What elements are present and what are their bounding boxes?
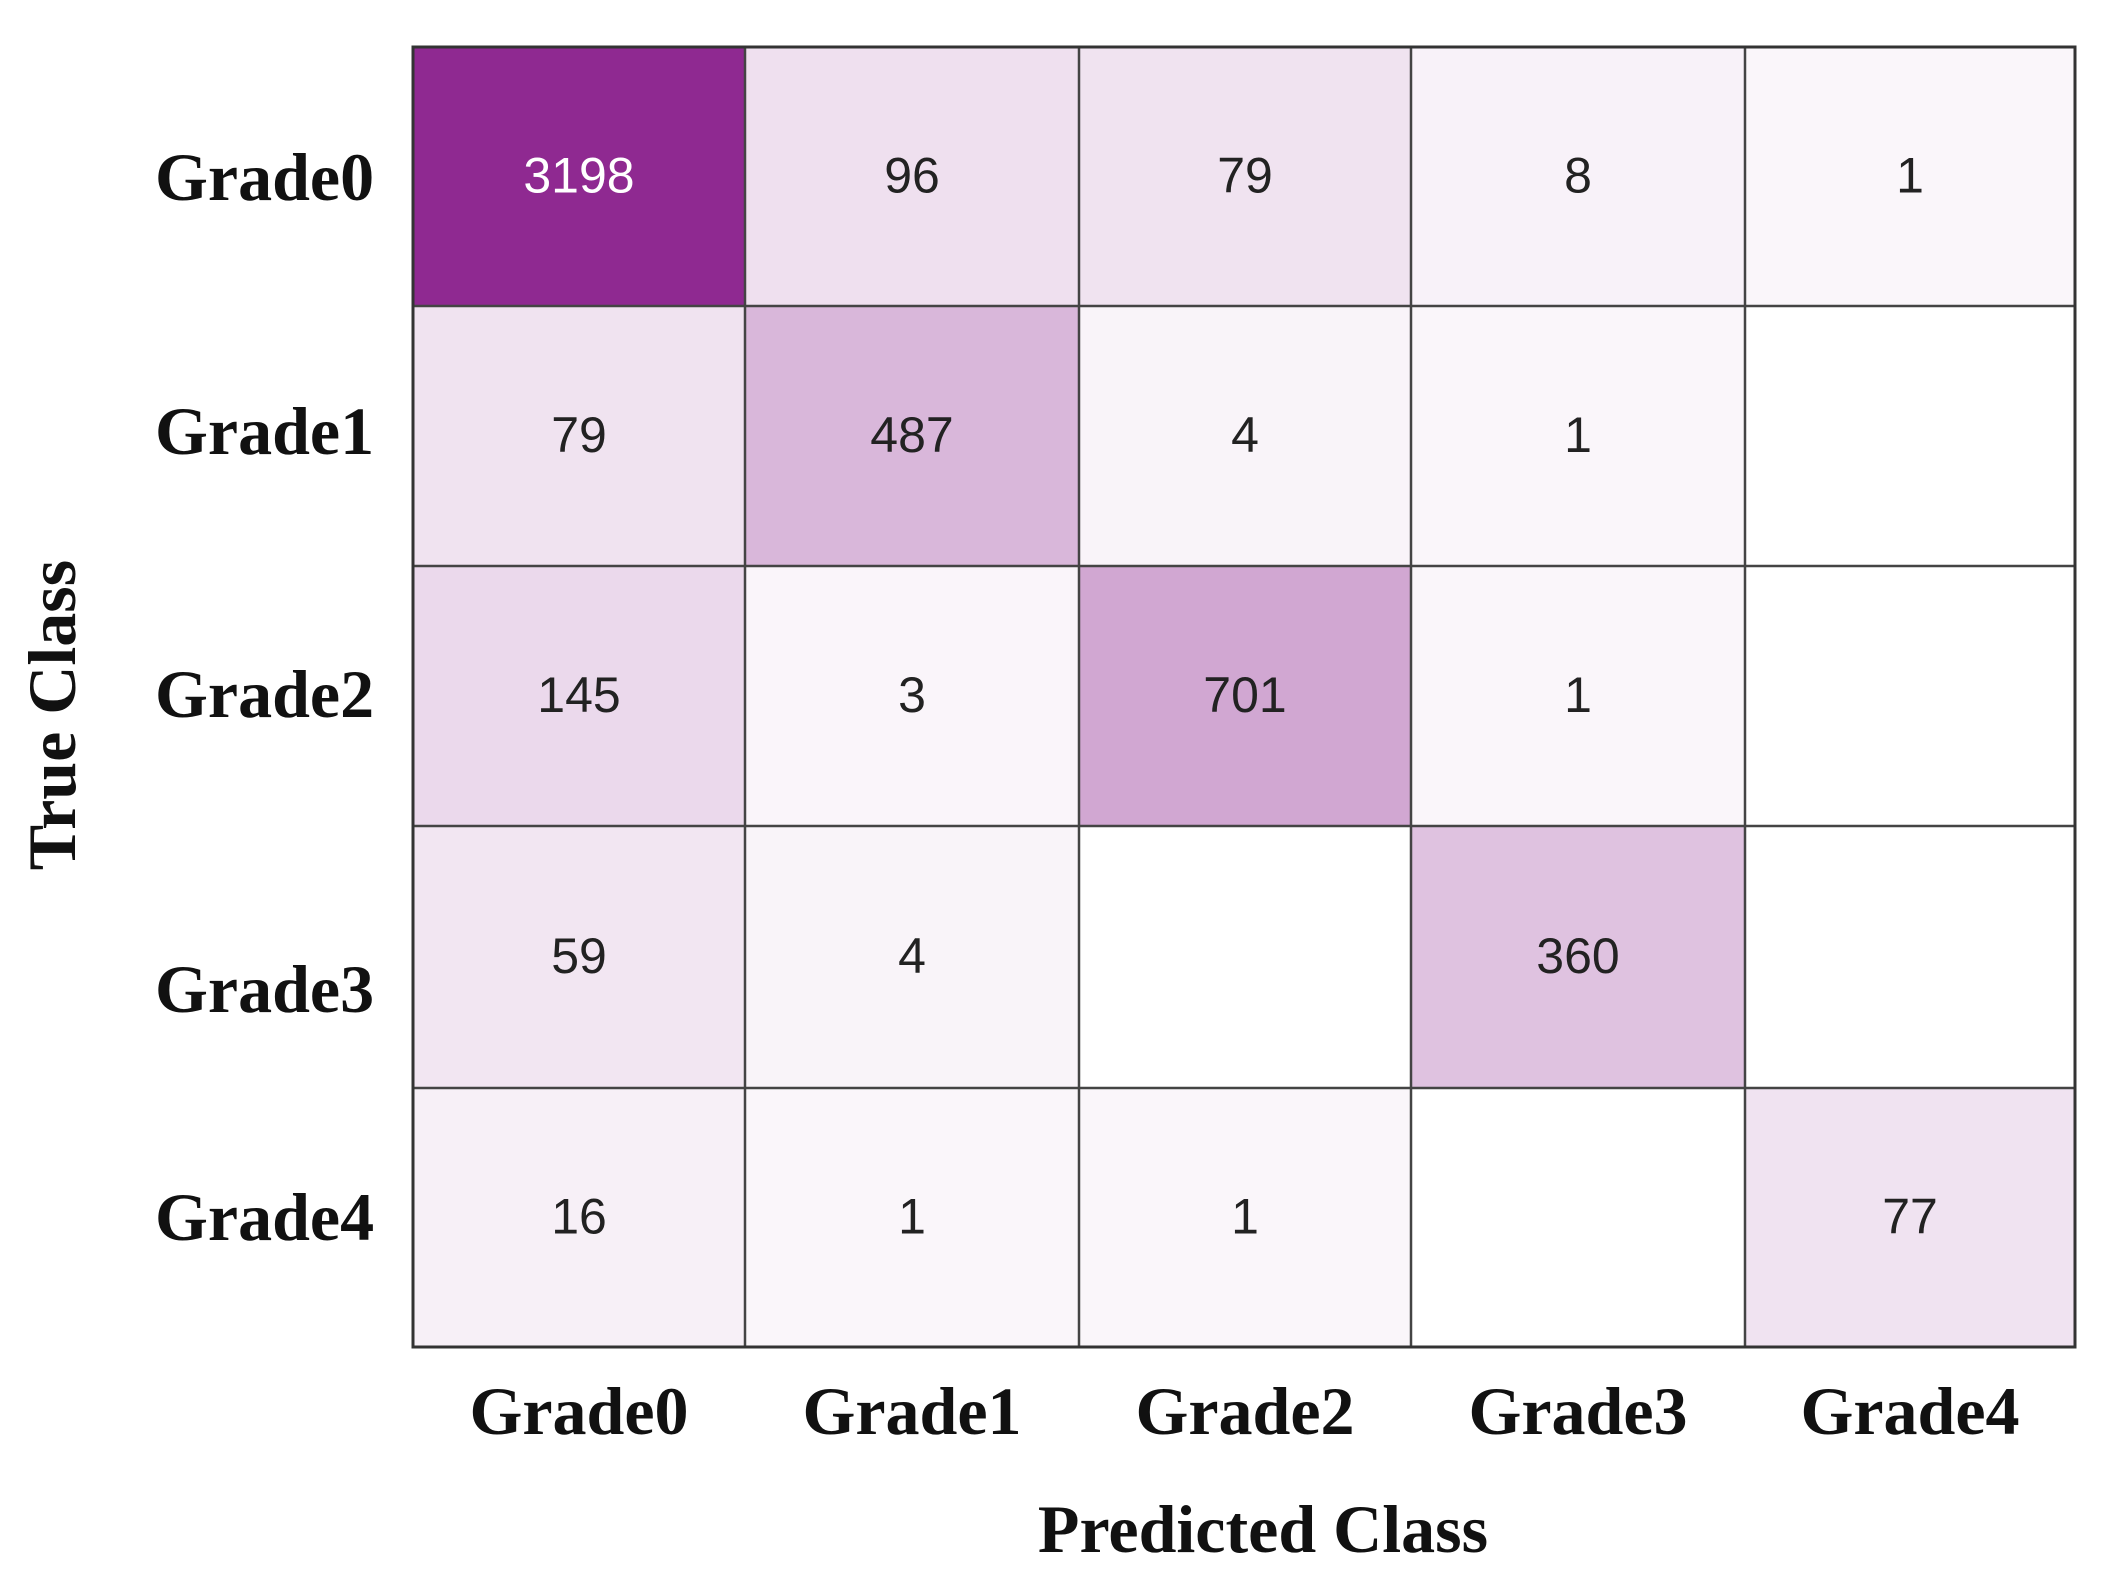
y-tick-label: Grade4: [155, 1179, 374, 1255]
y-axis-title: True Class: [14, 560, 90, 870]
matrix-cell: [745, 826, 1079, 1088]
matrix-cell: [413, 1088, 745, 1347]
cell-value-label: 96: [884, 148, 940, 204]
matrix-cell: [745, 47, 1079, 306]
matrix-cell: [745, 1088, 1079, 1347]
cell-values: 3198 96 79 8 1 79 487 4 1 145 3 701 1 59 4 360 16 1 1 77: [523, 148, 1937, 1245]
x-axis-title: Predicted Class: [1038, 1491, 1488, 1567]
matrix-cell: [1745, 306, 2075, 566]
matrix-grid: [411, 45, 2077, 1349]
matrix-cell: [1745, 826, 2075, 1088]
x-tick-label: Grade1: [802, 1373, 1021, 1449]
matrix-cell: [745, 306, 1079, 566]
cell-value-label: 1: [1231, 1189, 1259, 1245]
cell-value-label: 487: [870, 407, 953, 463]
matrix-cell: [1079, 1088, 1411, 1347]
matrix-cell: [745, 566, 1079, 826]
matrix-cell: [1411, 826, 1745, 1088]
y-tick-label: Grade3: [155, 951, 374, 1027]
matrix-cells: [413, 47, 2075, 1347]
cell-value-label: 4: [1231, 407, 1259, 463]
y-tick-labels: Grade0 Grade1 Grade2 Grade3 Grade4: [155, 139, 374, 1255]
matrix-cell: [413, 566, 745, 826]
matrix-cell: [1411, 306, 1745, 566]
y-tick-label: Grade2: [155, 656, 374, 732]
matrix-cell: [1079, 566, 1411, 826]
cell-value-label: 1: [1564, 667, 1592, 723]
x-tick-labels: Grade0 Grade1 Grade2 Grade3 Grade4: [469, 1373, 2019, 1449]
cell-value-label: 701: [1203, 667, 1286, 723]
matrix-cell: [1411, 47, 1745, 306]
matrix-cell: [1745, 47, 2075, 306]
cell-value-label: 1: [1564, 407, 1592, 463]
cell-value-label: 8: [1564, 148, 1592, 204]
cell-value-label: 59: [551, 928, 607, 984]
matrix-cell: [1079, 826, 1411, 1088]
matrix-frame: [411, 45, 2077, 1349]
matrix-cell: [1745, 1088, 2075, 1347]
matrix-cell: [413, 826, 745, 1088]
matrix-cell: [1079, 306, 1411, 566]
matrix-cell: [413, 306, 745, 566]
cell-value-label: 16: [551, 1189, 607, 1245]
cell-value-label: 77: [1882, 1189, 1938, 1245]
x-tick-label: Grade3: [1468, 1373, 1687, 1449]
cell-value-label: 145: [537, 667, 620, 723]
cell-value-label: 1: [1896, 148, 1924, 204]
cell-value-label: 3: [898, 667, 926, 723]
cell-value-label: 4: [898, 928, 926, 984]
matrix-cell: [1411, 1088, 1745, 1347]
matrix-cell: [413, 47, 745, 306]
cell-value-label: 3198: [523, 148, 634, 204]
x-tick-label: Grade4: [1800, 1373, 2019, 1449]
y-tick-label: Grade0: [155, 139, 374, 215]
cell-value-label: 360: [1536, 928, 1619, 984]
x-tick-label: Grade0: [469, 1373, 688, 1449]
matrix-cell: [1079, 47, 1411, 306]
cell-value-label: 1: [898, 1189, 926, 1245]
matrix-cell: [1411, 566, 1745, 826]
y-tick-label: Grade1: [155, 393, 374, 469]
matrix-cell: [1745, 566, 2075, 826]
x-tick-label: Grade2: [1135, 1373, 1354, 1449]
cell-value-label: 79: [1217, 148, 1273, 204]
cell-value-label: 79: [551, 407, 607, 463]
